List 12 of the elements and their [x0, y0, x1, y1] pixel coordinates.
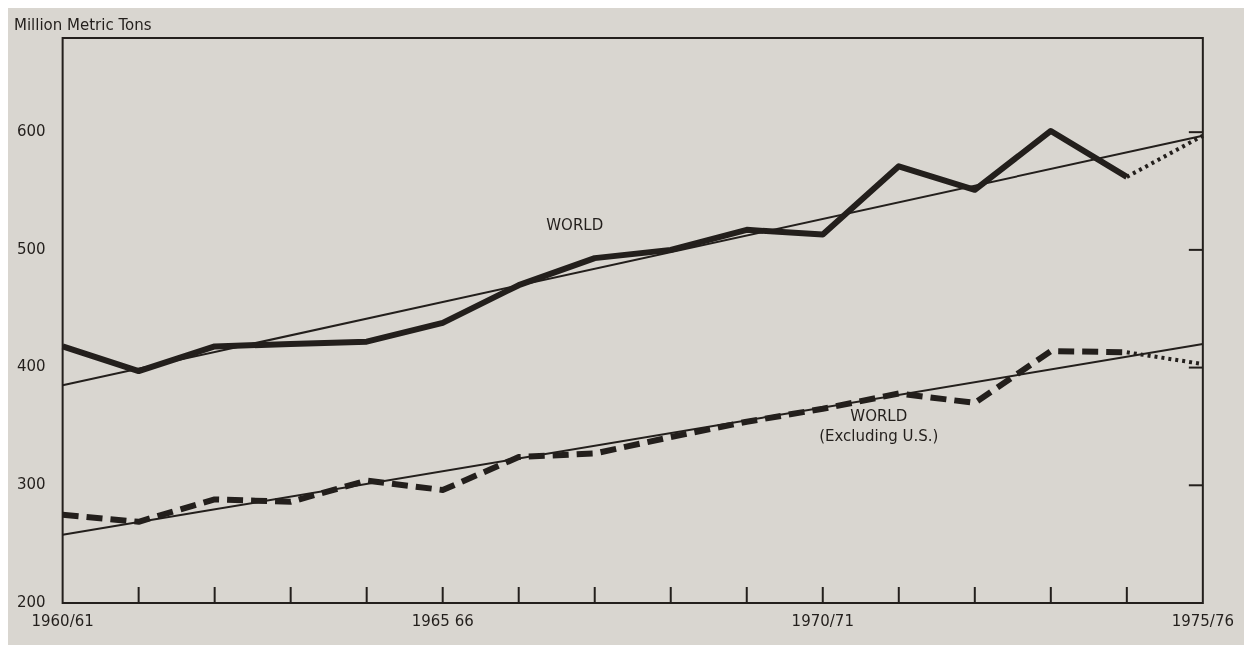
y-tick-label: 600 — [16, 122, 46, 141]
y-tick-label: 500 — [16, 239, 46, 258]
x-tick-label: 1960/61 — [31, 611, 94, 630]
y-tick-label: 200 — [16, 592, 46, 611]
y-axis-title: Million Metric Tons — [14, 16, 152, 35]
x-tick-label: 1975/76 — [1171, 611, 1235, 630]
series-label: WORLD (Excluding U.S.) — [819, 406, 939, 445]
series-label: WORLD — [546, 215, 604, 234]
y-tick-label: 400 — [16, 357, 46, 376]
y-tick-label: 300 — [16, 475, 46, 494]
x-tick-label: 1970/71 — [791, 611, 854, 630]
x-tick-label: 1965 66 — [411, 611, 474, 630]
